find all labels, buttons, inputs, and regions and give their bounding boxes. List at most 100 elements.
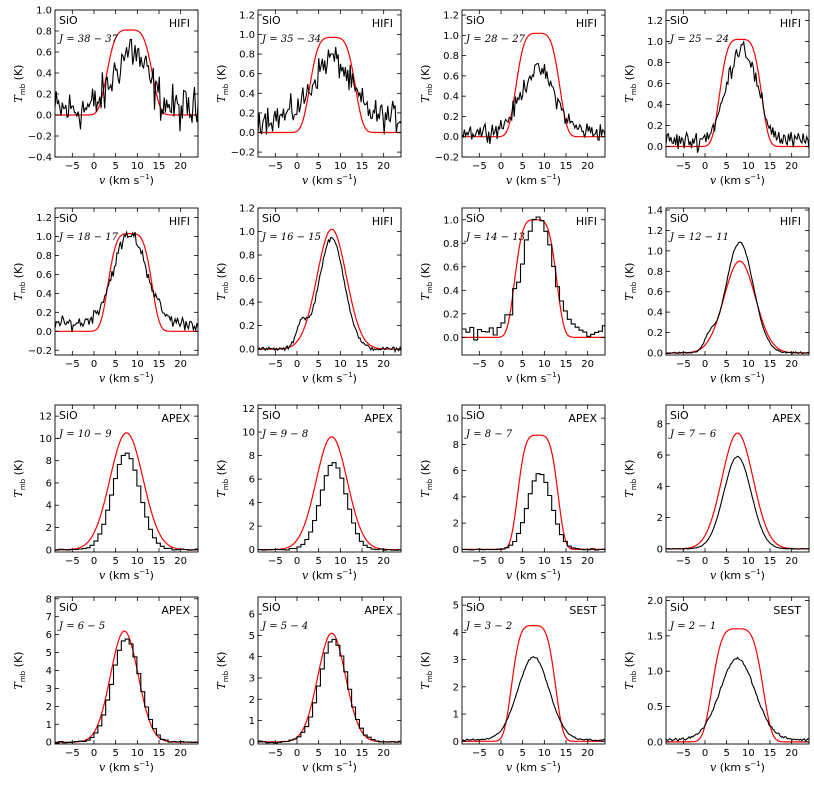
- y-tick-label: 2: [249, 695, 255, 706]
- y-axis-label: Tmb (K): [623, 460, 638, 498]
- y-tick-label: −0.2: [231, 148, 255, 159]
- x-tick-label: 20: [377, 748, 390, 759]
- y-axis-label: Tmb (K): [419, 460, 434, 498]
- x-tick-label: 10: [131, 161, 144, 172]
- y-tick-label: 0.8: [239, 251, 255, 262]
- y-tick-label: 0: [249, 737, 255, 748]
- plot-frame: [257, 404, 402, 553]
- y-tick-label: −0.4: [28, 153, 52, 164]
- model-line: [258, 632, 401, 743]
- species-label: SiO: [59, 212, 78, 225]
- y-tick-label: 0.0: [36, 111, 52, 122]
- x-tick-label: −5: [472, 556, 487, 567]
- y-tick-label: 8: [657, 419, 663, 430]
- y-tick-label: 0.2: [36, 90, 52, 101]
- x-tick-label: 20: [785, 748, 798, 759]
- x-tick-label: 20: [377, 556, 390, 567]
- observed-line: [666, 241, 809, 355]
- y-tick-label: 4: [249, 498, 255, 509]
- x-tick-label: 20: [174, 748, 187, 759]
- y-axis-label: Tmb (K): [12, 65, 27, 103]
- x-tick-label: 20: [581, 556, 594, 567]
- transition-label: J = 5 − 4: [260, 621, 308, 632]
- x-tick-label: 10: [538, 748, 551, 759]
- plot-frame: [665, 207, 810, 356]
- species-label: SiO: [59, 601, 78, 614]
- x-tick-label: 15: [764, 161, 777, 172]
- observed-line: [258, 46, 401, 135]
- x-tick-label: 5: [112, 161, 118, 172]
- x-tick-label: 15: [153, 359, 166, 370]
- x-tick-label: 10: [131, 556, 144, 567]
- x-tick-label: 20: [785, 359, 798, 370]
- y-tick-label: 2: [249, 522, 255, 533]
- x-tick-label: 15: [560, 556, 573, 567]
- x-axis-label: v (km s−1): [99, 568, 154, 582]
- spectrum-panel: −5 0 5 10 15 20 −0.4 −0.2 0.0 0.2 0.4 0.6 0.8 1.0 SiO H…: [12, 6, 199, 187]
- model-line: [258, 228, 401, 350]
- y-tick-label: 7: [46, 612, 52, 623]
- x-tick-label: −5: [65, 748, 80, 759]
- y-axis-label: Tmb (K): [419, 652, 434, 690]
- x-tick-label: 15: [356, 359, 369, 370]
- model-line: [55, 233, 198, 332]
- y-tick-label: 1.2: [647, 16, 663, 27]
- y-tick-label: 3: [46, 684, 52, 695]
- y-tick-label: 0.6: [443, 262, 459, 273]
- y-tick-label: 0.0: [647, 142, 663, 153]
- y-tick-label: 0.6: [443, 71, 459, 82]
- plot-frame: [461, 404, 606, 553]
- x-tick-label: 0: [91, 748, 97, 759]
- spectrum-panel: −5 0 5 10 15 20 0.0 0.2 0.4 0.6 0.8 1.0 1.2 SiO HIFI J …: [215, 204, 402, 385]
- model-line: [258, 436, 401, 551]
- plot-frame: [54, 207, 199, 356]
- y-tick-label: 0.2: [443, 309, 459, 320]
- spectrum-panel: −5 0 5 10 15 20 0 2 4 6 8 10 12 SiO APEX J = 10 − 9 v (k…: [12, 404, 199, 582]
- x-tick-label: 0: [91, 359, 97, 370]
- y-tick-label: 1.2: [443, 11, 459, 22]
- x-tick-label: 0: [702, 161, 708, 172]
- x-tick-label: 15: [560, 359, 573, 370]
- y-tick-label: 0.4: [443, 286, 459, 297]
- observed-line: [258, 462, 401, 551]
- model-line: [258, 36, 401, 134]
- y-tick-label: 0.6: [36, 270, 52, 281]
- x-tick-label: −5: [65, 556, 80, 567]
- spectrum-panel: −5 0 5 10 15 20 0.0 0.5 1.0 1.5 2.0 SiO SEST J = 2 − …: [623, 596, 810, 774]
- x-tick-label: 0: [294, 359, 300, 370]
- telescope-label: HIFI: [372, 215, 393, 228]
- plot-frame: [54, 404, 199, 553]
- x-axis-label: v (km s−1): [710, 371, 765, 385]
- x-tick-label: −5: [472, 748, 487, 759]
- x-tick-label: 15: [356, 161, 369, 172]
- y-tick-label: 1.0: [647, 667, 663, 678]
- model-line: [462, 32, 605, 138]
- x-tick-label: 10: [334, 359, 347, 370]
- observed-line: [462, 216, 605, 341]
- y-tick-label: 0.4: [239, 89, 255, 100]
- transition-label: J = 28 − 27: [464, 34, 526, 45]
- transition-label: J = 18 − 17: [57, 232, 119, 243]
- spectrum-panel: −5 0 5 10 15 20 0.0 0.2 0.4 0.6 0.8 1.0 1.2 1.4 SiO HIF…: [623, 206, 810, 385]
- telescope-label: HIFI: [780, 17, 801, 30]
- y-tick-label: 0.4: [36, 289, 52, 300]
- x-tick-label: 10: [334, 748, 347, 759]
- transition-label: J = 16 − 15: [260, 232, 321, 243]
- transition-label: J = 25 − 24: [668, 34, 729, 45]
- y-tick-label: 0: [46, 738, 52, 749]
- species-label: SiO: [262, 601, 281, 614]
- y-axis-label: Tmb (K): [12, 460, 27, 498]
- x-axis-label: v (km s−1): [710, 173, 765, 187]
- spectrum-panel: −5 0 5 10 15 20 −0.2 0.0 0.2 0.4 0.6 0.8 1.0 1.2 SiO HI…: [12, 207, 199, 385]
- x-tick-label: 10: [742, 748, 755, 759]
- y-tick-label: 1.2: [647, 226, 663, 237]
- y-axis-label: Tmb (K): [12, 652, 27, 690]
- x-tick-label: 0: [498, 161, 504, 172]
- y-tick-label: 0.2: [239, 108, 255, 119]
- x-axis-label: v (km s−1): [506, 173, 561, 187]
- telescope-label: HIFI: [372, 17, 393, 30]
- x-tick-label: −5: [65, 161, 80, 172]
- y-tick-label: 1: [453, 710, 459, 721]
- plot-frame: [54, 9, 199, 158]
